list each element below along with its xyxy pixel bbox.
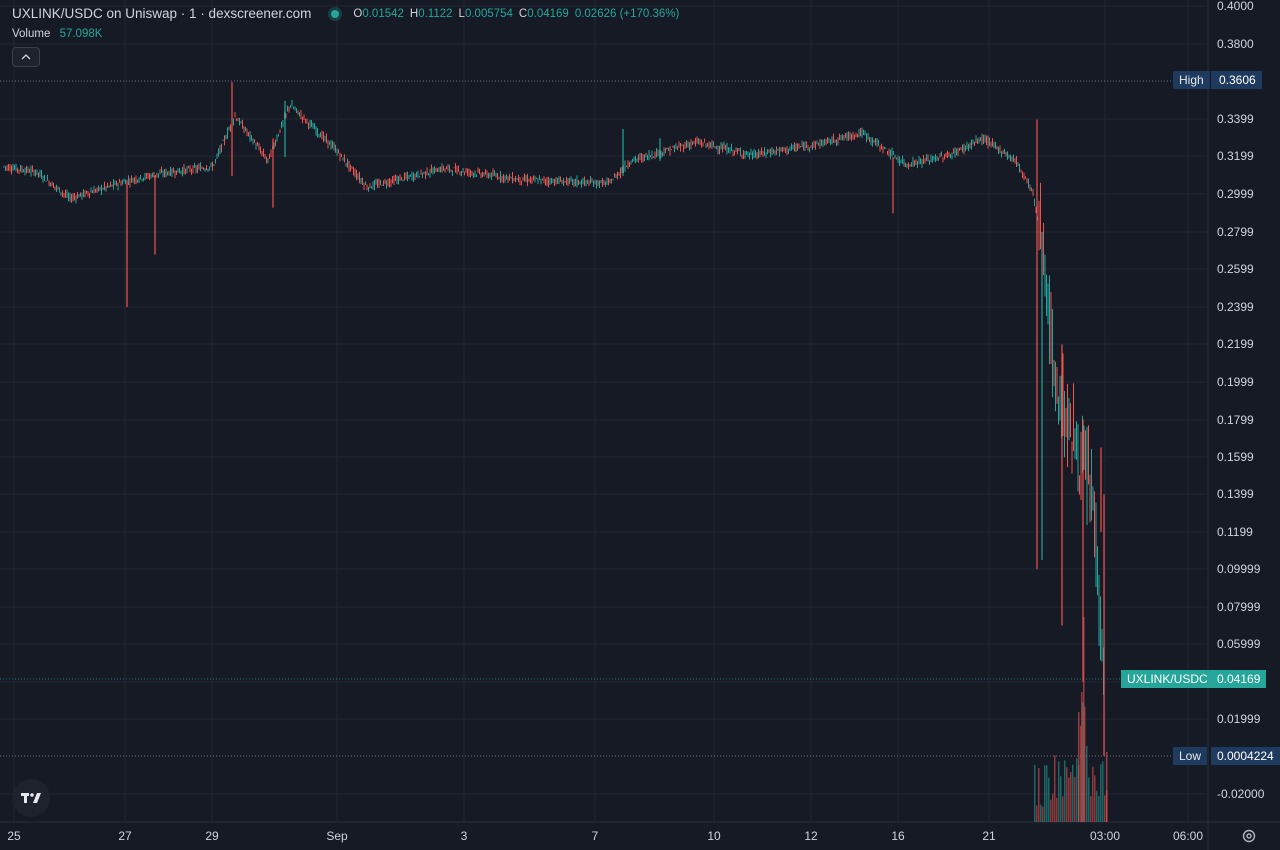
high-marker-value: 0.3606 [1211,71,1262,89]
volume-bar [1036,805,1038,822]
volume-bar [1064,760,1066,822]
volume-bar [1062,796,1064,822]
volume-label: Volume [12,28,51,40]
x-tick-label: 27 [118,829,132,843]
pair-marker-label: UXLINK/USDC [1121,670,1214,688]
y-tick-label: 0.3399 [1217,112,1254,126]
low-marker-value: 0.0004224 [1211,747,1280,765]
y-tick-label: 0.1599 [1217,450,1254,464]
x-tick-label: 3 [461,829,468,843]
volume-legend: Volume 57.098K [12,28,102,40]
volume-bar [1044,765,1046,822]
x-tick-label: 21 [982,829,996,843]
y-tick-label: 0.07999 [1217,600,1261,614]
x-tick-label: Sep [326,829,348,843]
chart-legend: UXLINK/USDC on Uniswap · 1 · dexscreener… [12,6,685,21]
chevron-up-icon [21,54,31,60]
volume-bar [1096,790,1098,822]
y-tick-label: 0.09999 [1217,562,1261,576]
volume-bar [1084,706,1086,822]
close-label: C [518,7,528,20]
y-tick-label: 0.05999 [1217,637,1261,651]
volume-bar [1080,725,1082,822]
high-marker-label: High [1173,71,1210,89]
y-tick-label: 0.1399 [1217,487,1254,501]
volume-bar [1092,766,1094,822]
x-tick-label: 06:00 [1173,829,1203,843]
x-tick-label: 25 [7,829,21,843]
x-tick-label: 03:00 [1090,829,1120,843]
y-tick-label: 0.1199 [1217,525,1253,539]
volume-bar [1034,764,1036,822]
volume-bar [1094,775,1096,822]
volume-bar [1076,758,1078,822]
volume-bar [1042,806,1044,822]
candles-group [3,82,1105,756]
y-tick-label: 0.2199 [1217,337,1254,351]
volume-bar [1040,804,1042,822]
volume-bar [1086,746,1088,822]
volume-bar [1102,761,1104,822]
volume-bar [1038,768,1040,822]
volume-bars-group [1034,617,1108,822]
volume-bar [1106,752,1108,822]
high-value: 0.1122 [418,7,453,20]
volume-bar [1082,702,1084,822]
y-tick-label: 0.1999 [1217,375,1254,389]
low-value: 0.005754 [464,7,513,20]
x-tick-label: 29 [205,829,219,843]
live-status-dot-icon [331,9,340,18]
volume-bar [1078,712,1080,822]
y-tick-label: 0.01999 [1217,712,1261,726]
volume-bar [1070,772,1072,822]
volume-bar [1066,767,1068,822]
high-label: H [409,7,419,20]
y-tick-label: 0.2799 [1217,225,1254,239]
volume-bar [1050,799,1052,822]
close-value: 0.04169 [527,7,569,20]
y-tick-label: 0.3199 [1217,149,1254,163]
volume-bar [1100,764,1102,822]
volume-bar [1081,692,1083,822]
y-tick-label: 0.2599 [1217,262,1254,276]
y-tick-label: 0.1799 [1217,413,1254,427]
x-tick-label: 12 [804,829,818,843]
tradingview-logo-icon[interactable] [12,779,50,817]
volume-bar [1098,796,1100,822]
volume-bar [1088,777,1090,822]
pair-marker-value: 0.04169 [1211,670,1267,688]
x-tick-label: 10 [707,829,721,843]
y-tick-label: 0.4000 [1217,0,1254,13]
volume-bar [1056,797,1058,822]
volume-bar [1083,617,1085,822]
open-value: 0.01542 [362,7,404,20]
change-value: 0.02626 (+170.36%) [574,7,680,20]
volume-bar [1074,777,1076,822]
y-tick-label: 0.3800 [1217,37,1254,51]
open-label: O [353,7,363,20]
volume-bar [1052,793,1054,822]
collapse-legend-button[interactable] [12,47,40,67]
y-tick-label: -0.02000 [1217,787,1265,801]
volume-bar [1068,777,1070,822]
volume-bar [1060,776,1062,822]
volume-bar [1090,796,1092,822]
low-label: L [458,7,465,20]
volume-bar [1058,761,1060,822]
y-tick-label: 0.2399 [1217,300,1254,314]
volume-value: 57.098K [59,28,103,40]
x-tick-label: 7 [592,829,599,843]
chart-title: UXLINK/USDC on Uniswap · 1 · dexscreener… [12,6,312,21]
y-tick-label: 0.2999 [1217,187,1254,201]
volume-bar [1046,765,1048,822]
volume-bar [1048,777,1050,822]
volume-bar [1104,795,1106,822]
volume-bar [1072,764,1074,822]
volume-bar [1054,755,1056,822]
x-tick-label: 16 [891,829,905,843]
settings-gear-icon[interactable] [1240,828,1258,846]
low-marker-label: Low [1173,747,1208,765]
